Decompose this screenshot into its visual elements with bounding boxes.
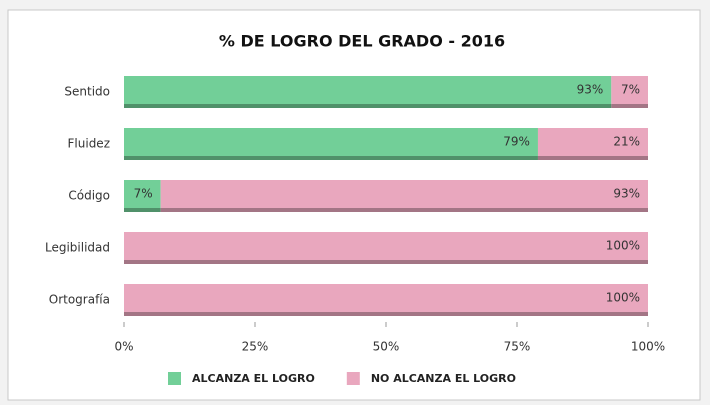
bar-segment [124,128,538,156]
bar-segment [124,76,612,104]
bar-segment-edge [160,208,648,212]
y-tick-label: Ortografía [49,293,110,307]
bar-segment [124,180,161,208]
y-tick-label: Código [68,189,110,203]
value-label: 100% [606,239,640,253]
value-label: 7% [621,83,640,97]
value-label: 7% [134,187,153,201]
bar-segment [537,128,648,156]
value-label: 79% [503,135,530,149]
bar-segment-edge [124,312,648,316]
value-label: 93% [577,83,604,97]
bar-segment-edge [611,104,648,108]
bar-segment [124,232,648,260]
value-label: 93% [613,187,640,201]
bar-segment-edge [124,208,161,212]
x-tick-label: 25% [242,340,269,354]
x-tick-label: 100% [631,340,665,354]
legend-label: ALCANZA EL LOGRO [192,372,315,385]
bar-segment [124,284,648,312]
x-tick-label: 75% [504,340,531,354]
legend-label: NO ALCANZA EL LOGRO [371,372,516,385]
bar-segment [611,76,648,104]
bar-segment-edge [124,260,648,264]
legend-swatch [168,372,181,385]
value-label: 21% [613,135,640,149]
bar-segment [160,180,648,208]
bar-segment-edge [124,156,538,160]
value-label: 100% [606,291,640,305]
x-tick-label: 0% [114,340,133,354]
chart-title: % DE LOGRO DEL GRADO - 2016 [219,32,505,51]
legend-swatch [346,372,360,385]
bar-segment-edge [124,104,612,108]
y-tick-label: Legibilidad [45,241,110,255]
y-tick-label: Fluidez [68,137,110,151]
y-tick-label: Sentido [64,85,110,99]
bar-segment-edge [537,156,648,160]
x-tick-label: 50% [373,340,400,354]
